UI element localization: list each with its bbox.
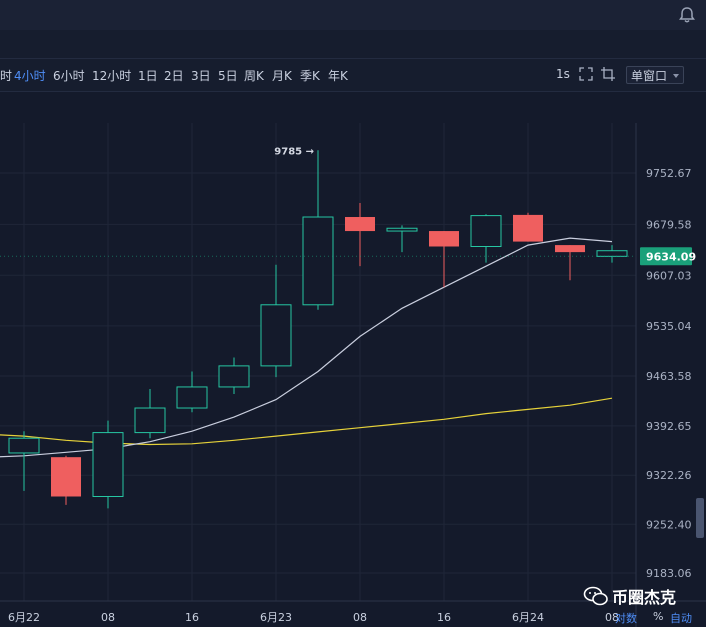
candle-body [51,457,81,497]
last-price-badge [640,247,692,266]
interval-2d[interactable]: 2日 [164,69,184,83]
x-tick-label: 6月23 [260,611,292,624]
interval-4h[interactable]: 4小时 [14,69,46,83]
interval-week[interactable]: 周K [244,69,264,83]
interval-1d[interactable]: 1日 [138,69,158,83]
candle-body [555,245,585,253]
last-price-label: 9634.09 [646,250,696,263]
candle-body [429,231,459,247]
candle-body [134,407,166,434]
interval-toolbar [0,59,706,91]
candle-body [513,214,543,242]
candle [92,420,124,509]
ma-fast-line [0,237,613,458]
screenshot-icon[interactable] [600,66,616,82]
bell-icon[interactable] [677,5,697,25]
x-tick-label: 08 [353,611,367,624]
interval-month[interactable]: 月K [272,69,292,83]
candle [8,431,40,491]
ma-slow-line [0,397,613,446]
candle [513,212,543,242]
wechat-icon [583,586,608,606]
high-annotation: 9785 → [274,146,314,157]
header-strip [0,30,706,59]
candle [429,231,459,288]
interval-3d[interactable]: 3日 [191,69,211,83]
y-tick-label: 9679.58 [646,218,692,231]
candle [134,389,166,439]
candle [345,202,375,267]
y-tick-label: 9322.26 [646,469,692,482]
candle [302,150,334,310]
candle-body [8,437,40,454]
side-panel-handle[interactable] [696,498,704,538]
y-tick-label: 9252.40 [646,518,692,531]
window-mode-select[interactable]: 单窗口 [626,66,684,84]
y-tick-label: 9607.03 [646,269,692,282]
chevron-down-icon [673,74,679,78]
x-tick-label: 16 [185,611,199,624]
candle [260,264,292,378]
top-bar [0,0,706,30]
y-tick-label: 9183.06 [646,567,692,580]
candle [51,455,81,505]
y-tick-label: 9752.67 [646,167,692,180]
interval-1h[interactable]: 时 [0,69,13,83]
interval-6h[interactable]: 6小时 [53,69,85,83]
candle-body [92,432,124,497]
candle-body [470,215,502,248]
candle-body [596,250,628,257]
grid [0,123,706,627]
chart-header-gap [0,91,706,124]
candle-body [260,304,292,367]
candle-body [302,216,334,306]
interval-5d[interactable]: 5日 [218,69,238,83]
x-tick-label: 6月24 [512,611,544,624]
candle-body [218,365,250,388]
x-tick-label: 08 [101,611,115,624]
candle [218,357,250,394]
y-tick-label: 9463.58 [646,370,692,383]
interval-season[interactable]: 季K [300,69,320,83]
watermark-text: 币圈杰克 [612,588,677,607]
candle [386,225,418,253]
x-tick-label: 6月22 [8,611,40,624]
seconds-toggle[interactable]: 1s [556,67,570,81]
candle [176,371,208,413]
candle-body [345,217,375,232]
candlestick-chart[interactable]: 9785 → 9752.67 9679.58 9607.03 9535.04 9463.… [0,123,706,627]
candle-body [386,227,418,232]
x-tick-label: 16 [437,611,451,624]
x-tick-label: 08 [605,611,619,624]
candle [555,245,585,281]
window-mode-label: 单窗口 [631,69,668,83]
y-tick-label: 9392.65 [646,420,692,433]
fullscreen-icon[interactable] [578,66,594,82]
percent-scale-toggle[interactable]: % [653,610,664,623]
interval-12h[interactable]: 12小时 [92,69,132,83]
candle [596,245,628,263]
auto-scale-toggle[interactable]: 自动 [670,612,692,625]
y-tick-label: 9535.04 [646,320,692,333]
candle-body [176,386,208,409]
log-scale-toggle[interactable]: 对数 [615,612,637,625]
candle [470,214,502,263]
interval-year[interactable]: 年K [328,69,348,83]
